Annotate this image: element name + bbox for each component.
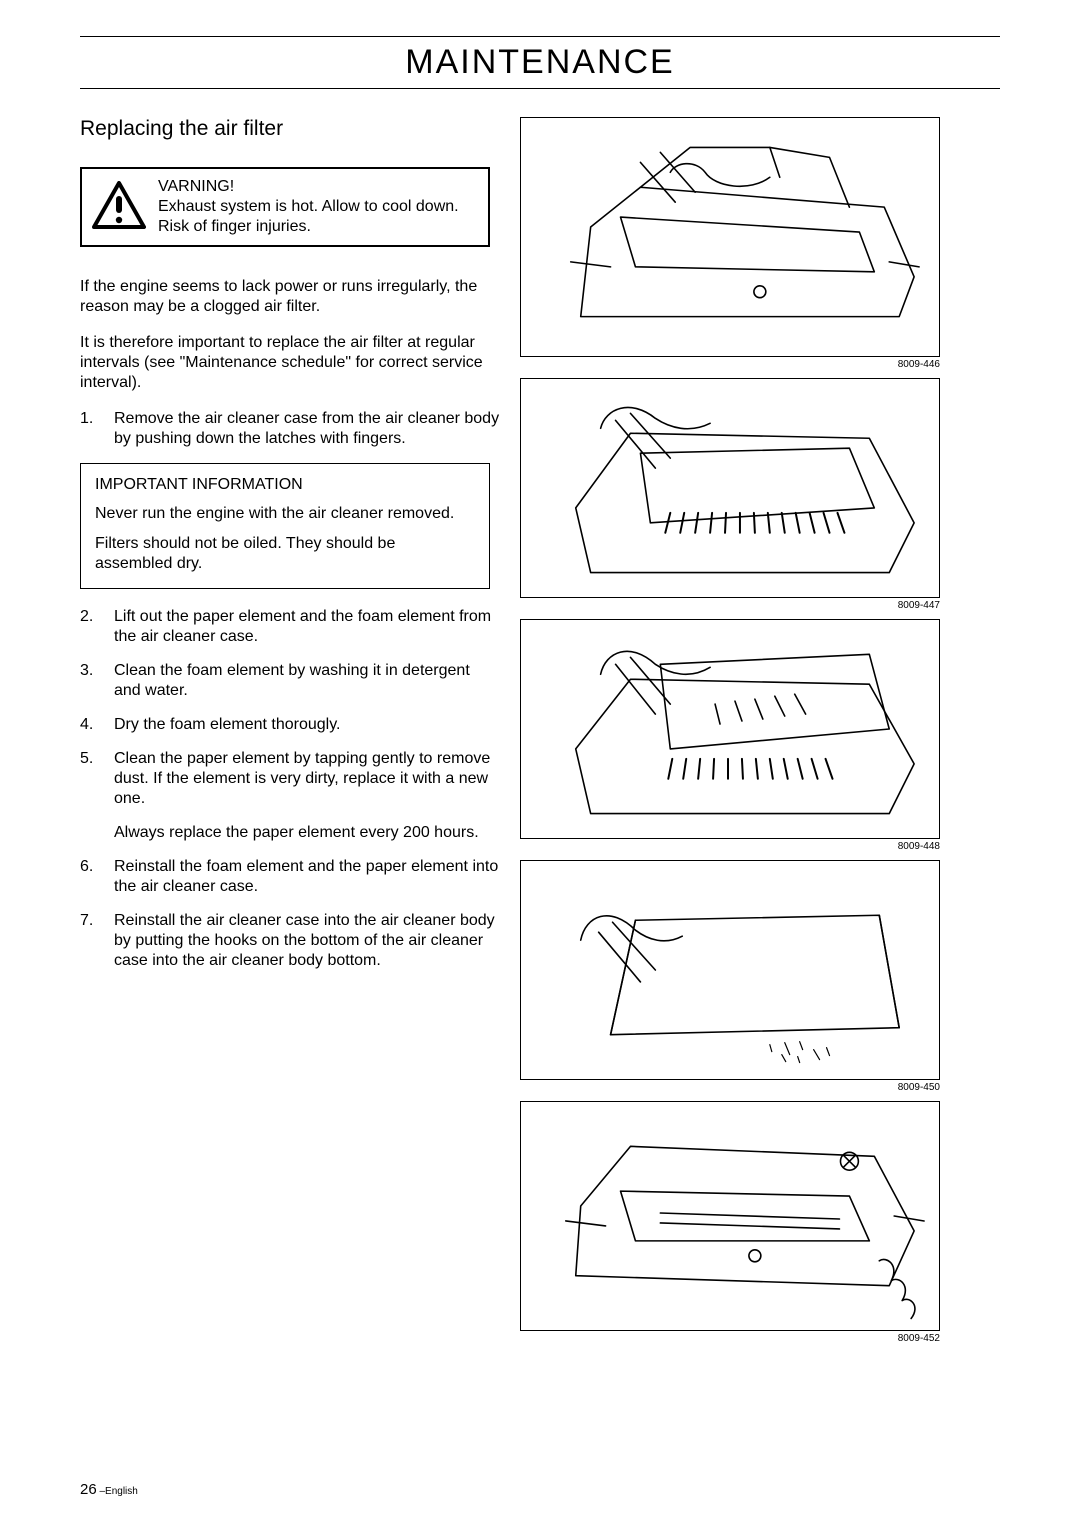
info-heading: IMPORTANT INFORMATION	[95, 476, 475, 494]
step-text: Dry the foam element thorougly.	[114, 715, 500, 735]
step-text: Remove the air cleaner case from the air…	[114, 409, 500, 449]
intro-paragraph-1: If the engine seems to lack power or run…	[80, 277, 500, 317]
figure-frame	[520, 1101, 940, 1331]
step-subtext: Always replace the paper element every 2…	[114, 823, 500, 843]
right-column: 8009-446 8009-447	[520, 117, 1000, 1352]
step-number: 3.	[80, 661, 114, 701]
info-paragraph-1: Never run the engine with the air cleane…	[95, 504, 475, 524]
step-2: 2. Lift out the paper element and the fo…	[80, 607, 500, 647]
figure-3: 8009-448	[520, 619, 1000, 854]
diagram-tap-element-icon	[521, 860, 939, 1080]
step-list-a: 1. Remove the air cleaner case from the …	[80, 409, 500, 449]
step-4: 4. Dry the foam element thorougly.	[80, 715, 500, 735]
section-heading: Replacing the air filter	[80, 117, 500, 141]
step-number: 7.	[80, 911, 114, 971]
step-6: 6. Reinstall the foam element and the pa…	[80, 857, 500, 897]
figure-2: 8009-447	[520, 378, 1000, 613]
step-number: 4.	[80, 715, 114, 735]
figure-1: 8009-446	[520, 117, 1000, 372]
figure-4: 8009-450	[520, 860, 1000, 1095]
figure-5: 8009-452	[520, 1101, 1000, 1346]
figure-caption: 8009-447	[520, 598, 940, 613]
page-number: 26	[80, 1481, 97, 1498]
figure-caption: 8009-452	[520, 1331, 940, 1346]
step-number: 2.	[80, 607, 114, 647]
page-language: –English	[99, 1486, 137, 1497]
warning-body: Exhaust system is hot. Allow to cool dow…	[158, 197, 478, 237]
step-text-main: Clean the paper element by tapping gentl…	[114, 750, 490, 807]
content-columns: Replacing the air filter VARNING! Exhaus…	[80, 117, 1000, 1352]
step-1: 1. Remove the air cleaner case from the …	[80, 409, 500, 449]
step-number: 5.	[80, 749, 114, 843]
diagram-reinstall-case-icon	[521, 1101, 939, 1331]
figure-caption: 8009-446	[520, 357, 940, 372]
intro-paragraph-2: It is therefore important to replace the…	[80, 333, 500, 393]
step-number: 1.	[80, 409, 114, 449]
important-info-box: IMPORTANT INFORMATION Never run the engi…	[80, 463, 490, 589]
step-text: Reinstall the foam element and the paper…	[114, 857, 500, 897]
page-title: MAINTENANCE	[80, 41, 1000, 88]
warning-text: VARNING! Exhaust system is hot. Allow to…	[158, 177, 478, 237]
figure-frame	[520, 860, 940, 1080]
step-5: 5. Clean the paper element by tapping ge…	[80, 749, 500, 843]
step-text: Clean the foam element by washing it in …	[114, 661, 500, 701]
rule-top	[80, 36, 1000, 37]
figure-frame	[520, 117, 940, 357]
figure-caption: 8009-448	[520, 839, 940, 854]
rule-bottom	[80, 88, 1000, 89]
warning-triangle-icon	[92, 181, 146, 234]
warning-heading: VARNING!	[158, 177, 478, 197]
left-column: Replacing the air filter VARNING! Exhaus…	[80, 117, 520, 1352]
figure-caption: 8009-450	[520, 1080, 940, 1095]
step-list-b: 2. Lift out the paper element and the fo…	[80, 607, 500, 971]
diagram-remove-case-icon	[521, 117, 939, 357]
diagram-lift-paper-icon	[521, 619, 939, 839]
step-text: Clean the paper element by tapping gentl…	[114, 749, 500, 843]
step-number: 6.	[80, 857, 114, 897]
figure-frame	[520, 378, 940, 598]
step-text: Reinstall the air cleaner case into the …	[114, 911, 500, 971]
figure-frame	[520, 619, 940, 839]
diagram-lift-element-icon	[521, 378, 939, 598]
step-text: Lift out the paper element and the foam …	[114, 607, 500, 647]
step-3: 3. Clean the foam element by washing it …	[80, 661, 500, 701]
step-7: 7. Reinstall the air cleaner case into t…	[80, 911, 500, 971]
info-paragraph-2: Filters should not be oiled. They should…	[95, 534, 475, 574]
page-footer: 26 –English	[80, 1481, 138, 1498]
warning-box: VARNING! Exhaust system is hot. Allow to…	[80, 167, 490, 247]
